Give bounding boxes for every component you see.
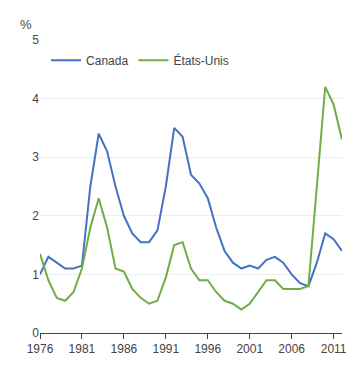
svg-text:2001: 2001: [236, 342, 263, 356]
svg-text:3: 3: [32, 150, 39, 164]
svg-text:1986: 1986: [111, 342, 138, 356]
svg-text:1996: 1996: [194, 342, 221, 356]
svg-text:1: 1: [32, 268, 39, 282]
svg-text:5: 5: [32, 33, 39, 47]
svg-text:États-Unis: États-Unis: [173, 53, 228, 68]
svg-text:1981: 1981: [69, 342, 96, 356]
svg-text:Canada: Canada: [86, 54, 128, 68]
svg-text:%: %: [20, 17, 32, 32]
svg-text:1976: 1976: [27, 342, 54, 356]
svg-text:0: 0: [32, 326, 39, 340]
svg-text:2011: 2011: [321, 342, 347, 356]
svg-text:4: 4: [32, 92, 39, 106]
svg-text:2006: 2006: [278, 342, 305, 356]
svg-text:1991: 1991: [152, 342, 179, 356]
svg-text:2: 2: [32, 209, 39, 223]
